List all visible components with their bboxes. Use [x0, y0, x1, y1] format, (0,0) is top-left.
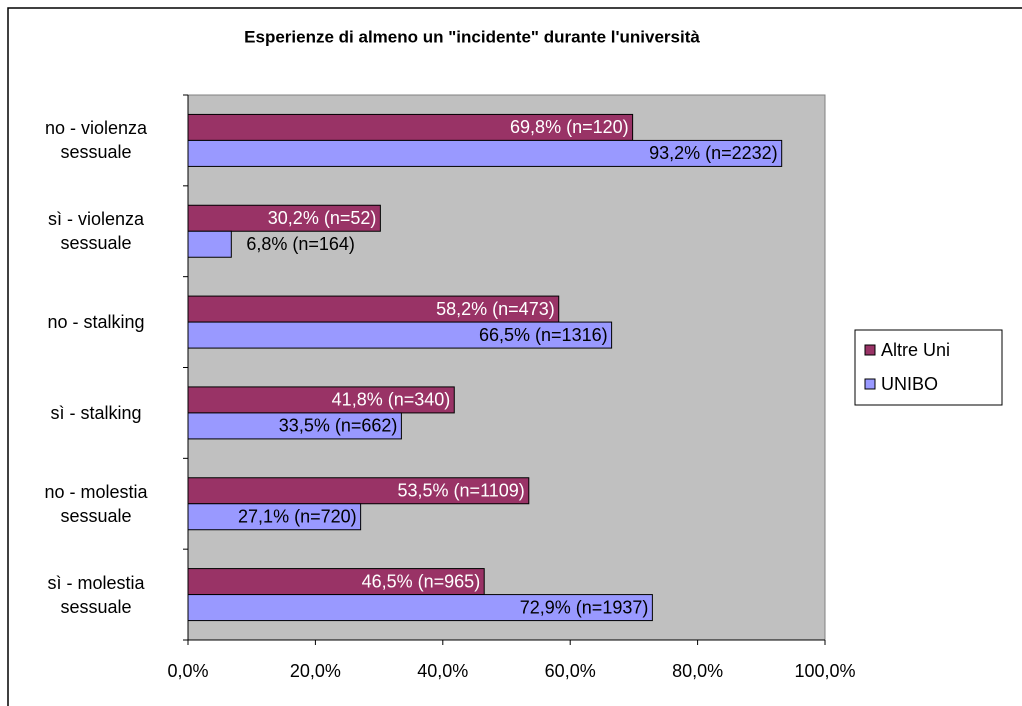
chart-border: [7, 7, 1022, 706]
value-label: 6,8% (n=164): [246, 234, 355, 254]
legend-label: Altre Uni: [881, 340, 950, 360]
x-tick-label: 40,0%: [417, 661, 468, 681]
bar: [187, 230, 232, 258]
bar: [187, 139, 783, 167]
category-label: sì - violenza sessuale: [47, 209, 145, 254]
plot-area: [187, 94, 826, 641]
category-label: sì - molestia sessuale: [47, 572, 145, 617]
value-label: 46,5% (n=965): [362, 571, 481, 591]
x-tick-label: 100,0%: [794, 661, 855, 681]
bar: [187, 295, 560, 323]
bar: [187, 594, 653, 622]
bar: [187, 204, 381, 232]
value-label: 33,5% (n=662): [279, 416, 398, 436]
legend-box: [854, 329, 1003, 406]
category-label: no - violenza sessuale: [44, 118, 148, 163]
value-label: 66,5% (n=1316): [479, 325, 608, 345]
bar: [187, 386, 455, 414]
value-label: 58,2% (n=473): [436, 299, 555, 319]
value-label: 41,8% (n=340): [332, 390, 451, 410]
category-label: sì - stalking: [50, 402, 142, 423]
bar: [187, 113, 634, 141]
x-tick-label: 80,0%: [672, 661, 723, 681]
legend-swatch: [864, 344, 876, 356]
chart-title: Esperienze di almeno un "incidente" dura…: [244, 27, 700, 46]
value-label: 30,2% (n=52): [268, 208, 377, 228]
bar: [187, 412, 402, 440]
value-label: 93,2% (n=2232): [649, 143, 778, 163]
category-label: no - stalking: [47, 312, 145, 333]
value-label: 53,5% (n=1109): [398, 481, 525, 501]
x-tick-label: 20,0%: [290, 661, 341, 681]
value-label: 69,8% (n=120): [510, 117, 629, 137]
value-label: 27,1% (n=720): [238, 507, 357, 527]
x-tick-label: 0,0%: [167, 661, 208, 681]
legend-swatch: [864, 378, 876, 390]
value-label: 72,9% (n=1937): [520, 597, 649, 617]
bar: [187, 321, 613, 349]
legend-label: UNIBO: [881, 374, 938, 394]
bar: [187, 568, 485, 596]
bar: [187, 503, 362, 531]
x-tick-label: 60,0%: [545, 661, 596, 681]
category-label: no - molestia sessuale: [44, 481, 148, 526]
